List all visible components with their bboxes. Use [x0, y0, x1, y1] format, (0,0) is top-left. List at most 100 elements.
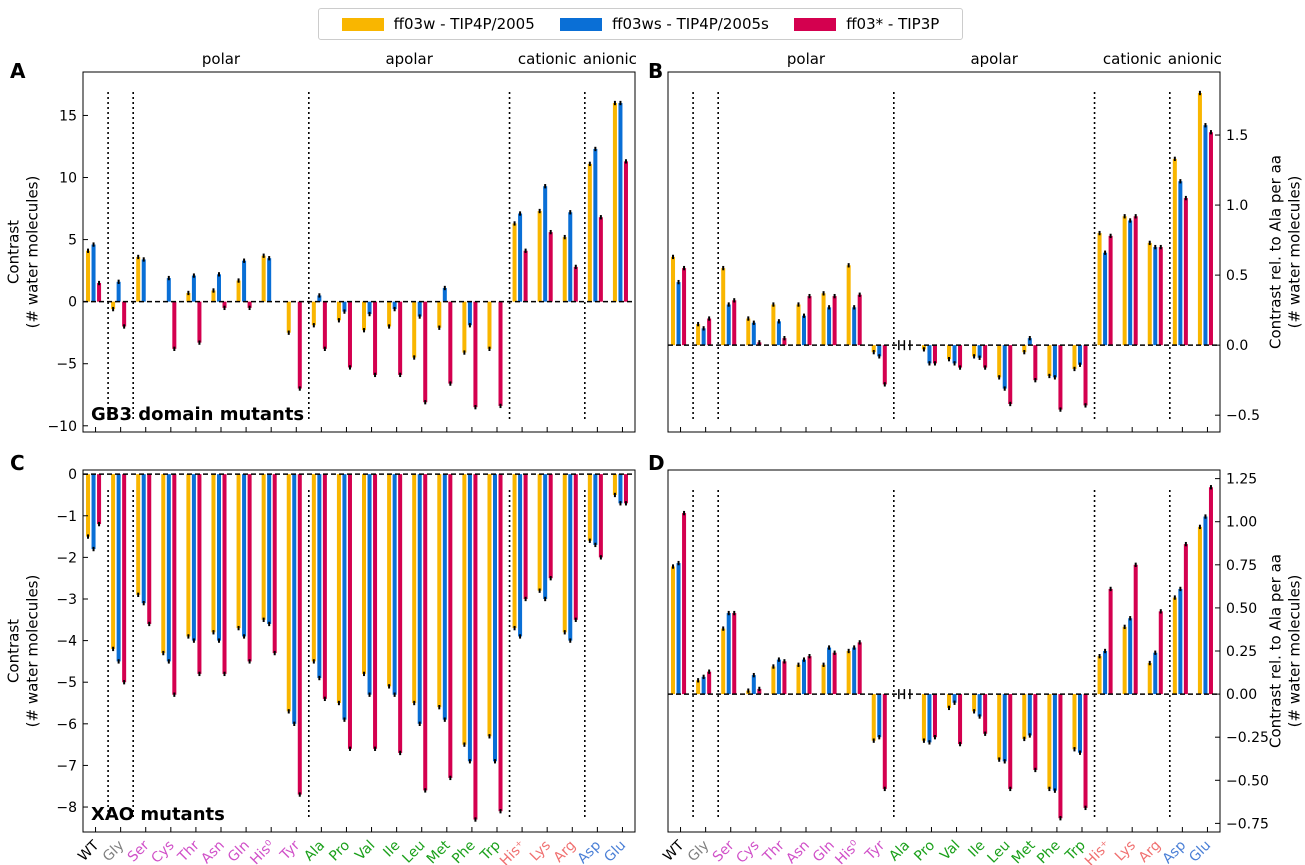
bar-d-s1-19 [1153, 652, 1158, 695]
category-label-d-9: Ala [886, 838, 913, 865]
bar-a-s0-12 [387, 301, 392, 327]
bar-c-s0-18 [537, 474, 542, 591]
bar-b-s1-21 [1203, 125, 1208, 346]
bar-a-s1-18 [543, 186, 548, 302]
bar-b-s2-6 [832, 296, 837, 346]
bar-b-s0-18 [1122, 216, 1127, 346]
bar-b-s0-4 [771, 304, 776, 346]
bar-d-s2-21 [1208, 487, 1213, 695]
bar-c-s0-5 [211, 474, 216, 633]
bar-a-s2-16 [498, 301, 503, 406]
bar-c-s0-0 [86, 474, 91, 537]
category-label-c-12: Ile [380, 838, 403, 861]
category-label-c-0: WT [75, 837, 102, 864]
bar-a-s0-16 [487, 301, 492, 349]
bar-d-s1-11 [952, 694, 957, 703]
bar-d-s2-6 [832, 652, 837, 695]
group-label-b-0: polar [787, 50, 826, 68]
legend-swatch-ff03star [794, 17, 837, 31]
bar-c-s0-15 [462, 474, 467, 745]
category-label-c-1: Gly [100, 838, 128, 865]
bar-d-s1-18 [1128, 618, 1133, 695]
bar-c-s2-16 [498, 474, 503, 812]
bar-c-s0-2 [136, 474, 141, 595]
bar-a-s1-7 [267, 258, 272, 302]
bar-c-s0-17 [512, 474, 517, 629]
plot-frame-a [82, 71, 636, 433]
bar-d-s0-6 [821, 664, 826, 695]
bar-b-s0-19 [1147, 242, 1152, 346]
bar-d-s2-10 [932, 694, 937, 738]
bar-b-s0-3 [746, 318, 751, 346]
bar-b-s0-13 [997, 345, 1002, 378]
category-label-c-19: Arg [551, 838, 579, 865]
bar-b-s0-21 [1197, 93, 1202, 346]
category-label-d-7: His⁰ [832, 837, 863, 865]
ytick-label-a-0: −10 [47, 419, 77, 435]
bar-b-s0-8 [871, 345, 876, 353]
category-label-d-13: Leu [985, 838, 1014, 865]
bar-d-s2-0 [682, 513, 687, 695]
bar-d-s0-17 [1097, 656, 1102, 695]
bar-a-s1-21 [618, 103, 623, 302]
bar-b-s1-19 [1153, 247, 1158, 346]
bar-d-s1-8 [877, 694, 882, 738]
bar-d-s0-11 [947, 694, 952, 708]
ylabel-a-0: Contrast [5, 220, 23, 284]
group-label-a-1: apolar [385, 50, 433, 68]
bar-c-s0-11 [362, 474, 367, 674]
ytick-label-b-1: 0.0 [1226, 338, 1248, 354]
legend-item-ff03w: ff03w - TIP4P/2005 [341, 15, 535, 33]
category-label-c-6: Gln [225, 838, 253, 865]
bar-a-s0-15 [462, 301, 467, 353]
bar-d-s0-12 [972, 694, 977, 712]
bar-a-s0-21 [612, 103, 617, 302]
ytick-label-b-3: 1.0 [1226, 198, 1248, 214]
bar-d-s1-16 [1077, 694, 1082, 753]
bar-b-s2-21 [1208, 132, 1213, 346]
ytick-label-c-4: −4 [56, 634, 77, 650]
bar-b-s1-4 [776, 321, 781, 346]
bar-c-s2-8 [297, 474, 302, 795]
bar-a-s0-6 [236, 280, 241, 302]
bar-c-s0-20 [587, 474, 592, 541]
bar-d-s0-8 [871, 694, 876, 741]
bar-c-s2-15 [473, 474, 478, 820]
ytick-label-c-6: −2 [56, 550, 77, 566]
bar-a-s0-20 [587, 163, 592, 302]
category-label-c-9: Ala [301, 838, 328, 865]
bar-d-s0-4 [771, 666, 776, 695]
bar-b-s1-5 [801, 315, 806, 346]
bar-c-s1-8 [292, 474, 297, 724]
bar-a-s1-9 [317, 295, 322, 302]
bar-d-s1-4 [776, 659, 781, 695]
bar-b-s2-8 [882, 345, 887, 385]
bar-d-s1-17 [1103, 651, 1108, 695]
bar-a-s0-19 [562, 237, 567, 302]
category-label-c-3: Cys [148, 838, 177, 865]
bar-d-s0-14 [1022, 694, 1027, 739]
bar-a-s1-1 [116, 281, 121, 302]
category-label-c-5: Asn [198, 838, 228, 865]
legend: ff03w - TIP4P/2005 ff03ws - TIP4P/2005s … [318, 8, 963, 40]
bar-c-s2-6 [247, 474, 252, 662]
bar-c-s1-2 [141, 474, 146, 604]
bar-a-s0-5 [211, 290, 216, 302]
category-label-d-19: Arg [1136, 838, 1164, 865]
bar-c-s0-13 [412, 474, 417, 704]
bar-c-s1-20 [593, 474, 598, 545]
bar-c-s1-5 [216, 474, 221, 641]
bar-d-s1-15 [1052, 694, 1057, 791]
bar-c-s2-7 [272, 474, 277, 654]
ytick-label-d-6: 0.75 [1226, 558, 1257, 574]
category-label-d-14: Met [1009, 837, 1039, 865]
bar-c-s2-2 [147, 474, 152, 624]
ytick-label-d-8: 1.25 [1226, 472, 1257, 488]
bar-b-s2-12 [983, 345, 988, 368]
group-label-b-3: anionic [1168, 50, 1222, 68]
panel-letter-a: A [10, 59, 26, 83]
ytick-label-d-2: −0.25 [1226, 730, 1269, 746]
bar-a-s2-9 [322, 301, 327, 349]
group-label-b-2: cationic [1103, 50, 1162, 68]
panel-letter-d: D [648, 451, 665, 475]
